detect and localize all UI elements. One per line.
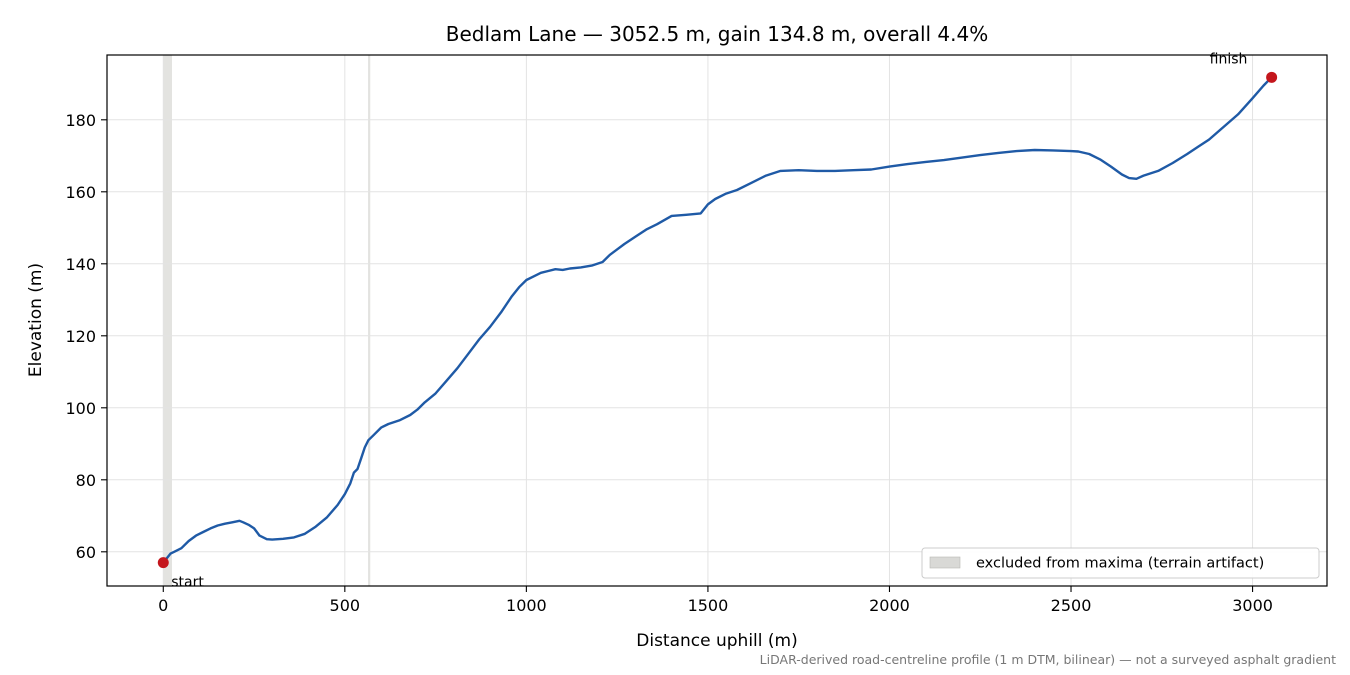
endpoint-markers: start finish	[157, 51, 1278, 591]
y-axis-ticks: 60 80 100 120 140 160 180	[65, 111, 107, 562]
endpoint-marker	[1266, 71, 1278, 83]
chart-title: Bedlam Lane — 3052.5 m, gain 134.8 m, ov…	[446, 22, 989, 46]
legend: excluded from maxima (terrain artifact)	[921, 547, 1320, 579]
y-axis-label: Elevation (m)	[26, 263, 46, 377]
excluded-region	[163, 55, 172, 586]
x-tick-label: 2000	[869, 596, 910, 615]
legend-label: excluded from maxima (terrain artifact)	[976, 556, 1264, 572]
grid-lines	[107, 55, 1327, 586]
endpoint-marker	[157, 557, 169, 569]
start-label: start	[171, 575, 204, 591]
x-tick-label: 500	[330, 596, 361, 615]
x-tick-label: 3000	[1232, 596, 1273, 615]
y-tick-label: 140	[65, 255, 96, 274]
excluded-regions	[163, 55, 371, 586]
y-tick-label: 120	[65, 327, 96, 346]
x-axis-ticks: 0 500 1000 1500 2000 2500 3000	[158, 586, 1273, 615]
caption: LiDAR-derived road-centreline profile (1…	[760, 652, 1336, 667]
x-tick-label: 1500	[688, 596, 729, 615]
legend-swatch	[929, 556, 961, 569]
x-tick-label: 0	[158, 596, 168, 615]
x-axis-label: Distance uphill (m)	[636, 631, 797, 651]
elevation-series-line	[162, 76, 1273, 564]
legend-box	[921, 547, 1320, 579]
y-tick-label: 180	[65, 111, 96, 130]
y-tick-label: 60	[76, 543, 96, 562]
y-tick-label: 160	[65, 183, 96, 202]
x-tick-label: 2500	[1051, 596, 1092, 615]
plot-frame	[106, 54, 1328, 587]
x-tick-label: 1000	[506, 596, 547, 615]
finish-label: finish	[1210, 51, 1248, 67]
excluded-region	[368, 55, 371, 586]
plot-lines	[162, 76, 1273, 564]
y-tick-label: 80	[76, 471, 96, 490]
y-tick-label: 100	[65, 399, 96, 418]
